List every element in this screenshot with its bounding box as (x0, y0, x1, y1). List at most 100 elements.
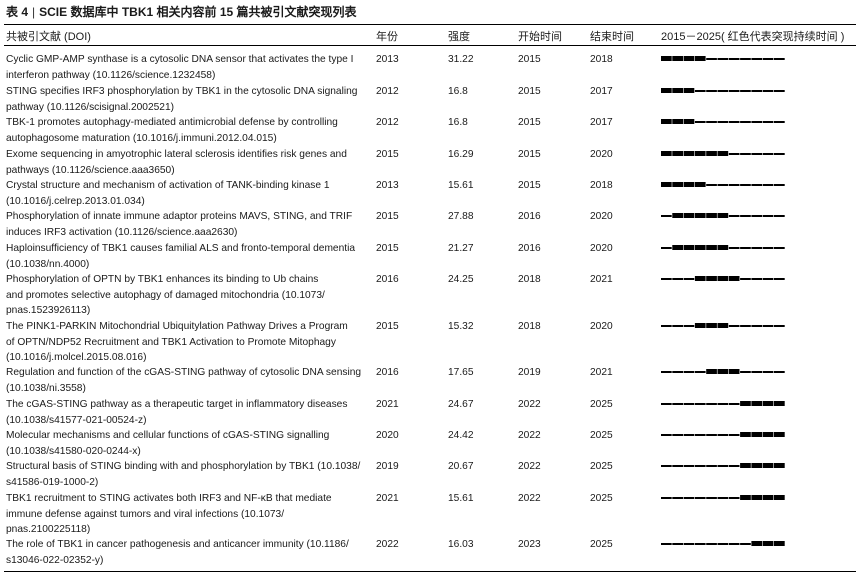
year-segment (728, 58, 740, 60)
year-cell: 2012 (376, 86, 399, 97)
burst-year-segment (683, 213, 695, 218)
burst-timeline-svg (661, 432, 785, 437)
reference-citation: STING specifies IRF3 phosphorylation by … (6, 84, 374, 115)
year-segment (661, 247, 672, 249)
year-segment (661, 497, 672, 499)
end-year-cell: 2021 (590, 274, 613, 285)
burst-year-segment (717, 213, 729, 218)
reference-line: interferon pathway (10.1126/science.1232… (6, 69, 216, 81)
year-segment (728, 184, 740, 186)
burst-timeline-svg (661, 245, 785, 250)
burst-year-segment (751, 541, 763, 546)
burst-year-segment (683, 151, 695, 156)
year-segment (706, 121, 717, 123)
year-cell: 2013 (376, 54, 399, 65)
reference-citation: Crystal structure and mechanism of activ… (6, 178, 374, 209)
reference-citation: Phosphorylation of innate immune adaptor… (6, 209, 374, 240)
burst-year-segment (672, 119, 683, 124)
year-segment (728, 543, 740, 545)
begin-year-cell: 2023 (518, 539, 541, 550)
burst-year-segment (762, 541, 774, 546)
year-segment (661, 371, 672, 373)
burst-timeline (661, 275, 787, 283)
strength-cell: 31.22 (448, 54, 474, 65)
reference-line: Crystal structure and mechanism of activ… (6, 180, 330, 191)
reference-line: induces IRF3 activation (10.1126/science… (6, 226, 238, 238)
year-segment (728, 434, 740, 436)
year-segment (728, 90, 740, 92)
year-segment (728, 403, 740, 405)
year-segment (774, 215, 785, 217)
reference-line: (10.1016/j.molcel.2015.08.016) (6, 352, 147, 363)
end-year-cell: 2025 (590, 539, 613, 550)
year-segment (740, 58, 751, 60)
reference-line: TBK1 recruitment to STING activates both… (6, 493, 332, 504)
end-year-cell: 2018 (590, 180, 613, 191)
reference-line: Molecular mechanisms and cellular functi… (6, 430, 330, 441)
reference-line: pathway (10.1126/scisignal.2002521) (6, 101, 175, 113)
year-cell: 2015 (376, 149, 399, 160)
strength-cell: 15.61 (448, 493, 474, 504)
strength-cell: 16.29 (448, 149, 474, 160)
reference-line: autophagosome maturation (10.1016/j.immu… (6, 132, 277, 144)
burst-year-segment (706, 213, 717, 218)
burst-timeline-svg (661, 56, 785, 61)
reference-line: The PINK1-PARKIN Mitochondrial Ubiquityl… (6, 321, 348, 332)
burst-timeline-svg (661, 151, 785, 156)
burst-year-segment (728, 369, 740, 374)
burst-timeline (661, 55, 787, 63)
burst-year-segment (740, 432, 751, 437)
year-segment (762, 325, 774, 327)
end-year-cell: 2025 (590, 399, 613, 410)
burst-year-segment (661, 88, 672, 93)
burst-timeline-svg (661, 541, 785, 546)
year-segment (751, 121, 763, 123)
end-year-cell: 2021 (590, 367, 613, 378)
burst-year-segment (683, 119, 695, 124)
year-segment (762, 215, 774, 217)
reference-line: (10.1016/j.celrep.2013.01.034) (6, 195, 145, 207)
year-segment (683, 465, 695, 467)
reference-line: Haploinsufficiency of TBK1 causes famili… (6, 243, 356, 254)
burst-timeline-svg (661, 276, 785, 281)
year-cell: 2020 (376, 430, 399, 441)
year-segment (694, 543, 706, 545)
burst-year-segment (751, 495, 763, 500)
reference-citation: TBK1 recruitment to STING activates both… (6, 491, 374, 538)
begin-year-cell: 2019 (518, 367, 541, 378)
reference-line: Phosphorylation of innate immune adaptor… (6, 211, 353, 222)
burst-year-segment (694, 151, 706, 156)
year-segment (740, 90, 751, 92)
begin-year-cell: 2022 (518, 461, 541, 472)
year-segment (683, 403, 695, 405)
burst-year-segment (694, 213, 706, 218)
year-segment (740, 184, 751, 186)
year-segment (672, 465, 683, 467)
burst-year-segment (740, 401, 751, 406)
strength-cell: 15.61 (448, 180, 474, 191)
reference-line: pnas.1523926113) (6, 305, 91, 316)
year-segment (728, 247, 740, 249)
end-year-cell: 2020 (590, 321, 613, 332)
burst-timeline-svg (661, 369, 785, 374)
year-segment (740, 121, 751, 123)
burst-timeline (661, 540, 787, 548)
end-year-cell: 2017 (590, 86, 613, 97)
burst-year-segment (672, 56, 683, 61)
burst-year-segment (751, 432, 763, 437)
end-year-cell: 2020 (590, 149, 613, 160)
reference-line: Exome sequencing in amyotrophic lateral … (6, 149, 347, 160)
burst-timeline-svg (661, 401, 785, 406)
end-year-cell: 2025 (590, 430, 613, 441)
burst-year-segment (706, 151, 717, 156)
year-segment (728, 215, 740, 217)
year-segment (672, 278, 683, 280)
year-segment (706, 403, 717, 405)
year-segment (661, 215, 672, 217)
reference-line: TBK-1 promotes autophagy-mediated antimi… (6, 117, 338, 128)
table-header-rule (4, 45, 856, 46)
year-segment (661, 325, 672, 327)
begin-year-cell: 2018 (518, 321, 541, 332)
year-cell: 2012 (376, 117, 399, 128)
reference-line: Cyclic GMP-AMP synthase is a cytosolic D… (6, 54, 354, 65)
